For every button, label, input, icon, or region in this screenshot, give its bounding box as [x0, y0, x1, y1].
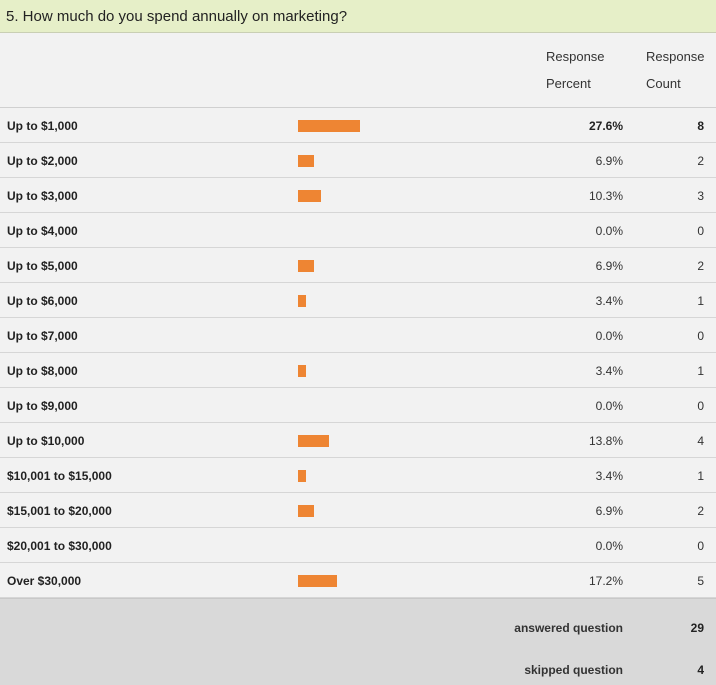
response-percent: 0.0% — [595, 399, 623, 413]
response-count: 1 — [697, 364, 704, 378]
table-row: $20,001 to $30,000 0.0% 0 — [0, 528, 716, 563]
answer-label: Up to $7,000 — [7, 329, 78, 343]
column-header: Response Percent Response Count — [0, 33, 716, 108]
table-row: Up to $10,000 13.8% 4 — [0, 423, 716, 458]
answer-label: $15,001 to $20,000 — [7, 504, 112, 518]
response-percent: 17.2% — [588, 574, 623, 588]
response-bar — [298, 295, 306, 307]
response-percent: 6.9% — [595, 504, 623, 518]
count-header-line2: Count — [646, 76, 681, 91]
response-bar — [298, 190, 321, 202]
percent-column-header: Response Percent — [546, 43, 605, 97]
response-percent: 13.8% — [588, 434, 623, 448]
response-count: 0 — [697, 329, 704, 343]
table-row: Up to $5,000 6.9% 2 — [0, 248, 716, 283]
answer-label: $20,001 to $30,000 — [7, 539, 112, 553]
response-count: 3 — [697, 189, 704, 203]
answer-label: Up to $2,000 — [7, 154, 78, 168]
table-row: Up to $8,000 3.4% 1 — [0, 353, 716, 388]
response-percent: 0.0% — [595, 224, 623, 238]
question-title: 5. How much do you spend annually on mar… — [6, 8, 348, 25]
response-bar — [298, 365, 306, 377]
response-count: 1 — [697, 294, 704, 308]
table-row: Up to $1,000 27.6% 8 — [0, 108, 716, 143]
response-percent: 0.0% — [595, 329, 623, 343]
answer-label: Up to $6,000 — [7, 294, 78, 308]
percent-header-line2: Percent — [546, 76, 591, 91]
response-bar — [298, 505, 314, 517]
response-percent: 3.4% — [595, 294, 623, 308]
response-percent: 6.9% — [595, 259, 623, 273]
response-bar — [298, 470, 306, 482]
response-count: 0 — [697, 224, 704, 238]
response-percent: 3.4% — [595, 364, 623, 378]
percent-header-line1: Response — [546, 49, 605, 64]
answer-label: Up to $5,000 — [7, 259, 78, 273]
response-count: 1 — [697, 469, 704, 483]
answered-value: 29 — [690, 621, 704, 635]
table-row: Up to $4,000 0.0% 0 — [0, 213, 716, 248]
answer-label: Up to $9,000 — [7, 399, 78, 413]
response-bar — [298, 120, 360, 132]
response-percent: 0.0% — [595, 539, 623, 553]
skipped-label: skipped question — [524, 663, 623, 677]
count-column-header: Response Count — [646, 43, 705, 97]
answer-label: Up to $3,000 — [7, 189, 78, 203]
table-row: Over $30,000 17.2% 5 — [0, 563, 716, 598]
answer-label: $10,001 to $15,000 — [7, 469, 112, 483]
table-row: Up to $9,000 0.0% 0 — [0, 388, 716, 423]
response-count: 2 — [697, 504, 704, 518]
table-row: Up to $3,000 10.3% 3 — [0, 178, 716, 213]
count-header-line1: Response — [646, 49, 705, 64]
summary-footer: answered question 29 skipped question 4 — [0, 598, 716, 685]
response-count: 5 — [697, 574, 704, 588]
response-count: 4 — [697, 434, 704, 448]
response-count: 0 — [697, 399, 704, 413]
answer-label: Over $30,000 — [7, 574, 82, 588]
response-count: 8 — [697, 119, 704, 133]
response-bar — [298, 155, 314, 167]
response-table: Up to $1,000 27.6% 8 Up to $2,000 6.9% 2 Up to… — [0, 108, 716, 598]
response-count: 2 — [697, 154, 704, 168]
answer-label: Up to $8,000 — [7, 364, 78, 378]
response-bar — [298, 260, 314, 272]
answer-label: Up to $1,000 — [7, 119, 78, 133]
response-percent: 27.6% — [588, 119, 623, 133]
answer-label: Up to $10,000 — [7, 434, 85, 448]
response-count: 2 — [697, 259, 704, 273]
response-percent: 3.4% — [595, 469, 623, 483]
response-percent: 10.3% — [588, 189, 623, 203]
response-bar — [298, 575, 337, 587]
answered-label: answered question — [514, 621, 623, 635]
table-row: $15,001 to $20,000 6.9% 2 — [0, 493, 716, 528]
response-bar — [298, 435, 329, 447]
response-count: 0 — [697, 539, 704, 553]
skipped-value: 4 — [697, 663, 704, 677]
response-percent: 6.9% — [595, 154, 623, 168]
table-row: Up to $6,000 3.4% 1 — [0, 283, 716, 318]
table-row: Up to $2,000 6.9% 2 — [0, 143, 716, 178]
table-row: $10,001 to $15,000 3.4% 1 — [0, 458, 716, 493]
answer-label: Up to $4,000 — [7, 224, 78, 238]
table-row: Up to $7,000 0.0% 0 — [0, 318, 716, 353]
question-header: 5. How much do you spend annually on mar… — [0, 0, 716, 33]
